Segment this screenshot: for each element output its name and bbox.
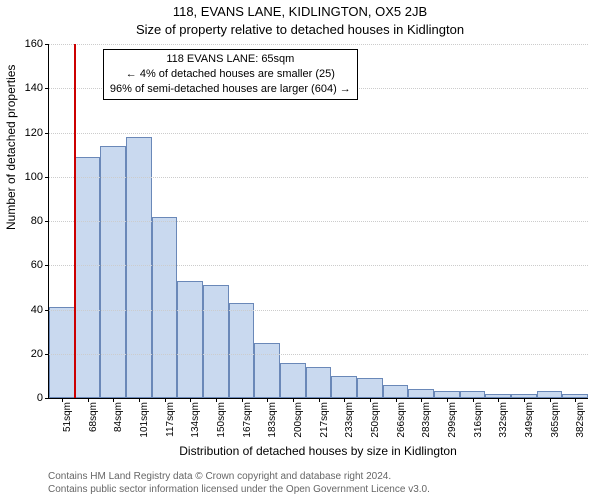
x-tick-label: 365sqm xyxy=(550,402,561,438)
gridline xyxy=(49,177,588,178)
histogram-bar xyxy=(280,363,306,398)
y-tick-mark xyxy=(45,44,49,45)
y-tick-mark xyxy=(45,265,49,266)
x-tick-label: 117sqm xyxy=(165,402,176,437)
y-tick-mark xyxy=(45,398,49,399)
property-size-chart: 118, EVANS LANE, KIDLINGTON, OX5 2JB Siz… xyxy=(0,0,600,500)
x-tick-label: 233sqm xyxy=(344,402,355,438)
y-tick-label: 20 xyxy=(31,348,43,360)
y-tick-mark xyxy=(45,221,49,222)
gridline xyxy=(49,354,588,355)
x-tick-label: 167sqm xyxy=(242,402,253,438)
info-line-3: 96% of semi-detached houses are larger (… xyxy=(110,82,351,97)
y-tick-label: 100 xyxy=(25,171,43,183)
x-tick-label: 200sqm xyxy=(293,402,304,438)
gridline xyxy=(49,310,588,311)
x-axis-label: Distribution of detached houses by size … xyxy=(48,444,588,458)
footer-line-1: Contains HM Land Registry data © Crown c… xyxy=(48,471,588,484)
y-tick-label: 80 xyxy=(31,215,43,227)
x-tick-label: 134sqm xyxy=(190,402,201,438)
y-tick-mark xyxy=(45,133,49,134)
histogram-bar xyxy=(434,391,460,398)
x-tick-label: 150sqm xyxy=(216,402,227,438)
x-tick-label: 283sqm xyxy=(421,402,432,438)
gridline xyxy=(49,133,588,134)
histogram-bar xyxy=(229,303,255,398)
histogram-bar xyxy=(100,146,126,398)
x-tick-label: 250sqm xyxy=(370,402,381,438)
y-tick-label: 60 xyxy=(31,259,43,271)
plot-area: 020406080100120140160 51sqm68sqm84sqm101… xyxy=(48,44,588,399)
y-tick-mark xyxy=(45,354,49,355)
x-tick-label: 299sqm xyxy=(447,402,458,438)
histogram-bar xyxy=(203,285,229,398)
x-tick-label: 68sqm xyxy=(88,402,99,432)
chart-title-address: 118, EVANS LANE, KIDLINGTON, OX5 2JB xyxy=(0,4,600,19)
marker-line xyxy=(74,44,76,398)
attribution-footer: Contains HM Land Registry data © Crown c… xyxy=(48,471,588,496)
x-tick-label: 183sqm xyxy=(267,402,278,438)
y-tick-label: 160 xyxy=(25,38,43,50)
x-tick-label: 382sqm xyxy=(575,402,586,438)
x-tick-label: 84sqm xyxy=(113,402,124,432)
histogram-bar xyxy=(75,157,101,398)
y-tick-label: 140 xyxy=(25,82,43,94)
y-tick-label: 120 xyxy=(25,127,43,139)
y-axis-label: Number of detached properties xyxy=(4,65,18,230)
histogram-bar xyxy=(383,385,409,398)
x-tick-label: 101sqm xyxy=(139,402,150,438)
x-tick-label: 349sqm xyxy=(524,402,535,438)
histogram-bar xyxy=(357,378,383,398)
x-tick-label: 217sqm xyxy=(319,402,330,438)
gridline xyxy=(49,265,588,266)
histogram-bar xyxy=(177,281,203,398)
info-box: 118 EVANS LANE: 65sqm ← 4% of detached h… xyxy=(103,49,358,100)
gridline xyxy=(49,44,588,45)
histogram-bar xyxy=(306,367,332,398)
histogram-bar xyxy=(254,343,280,398)
x-tick-label: 316sqm xyxy=(473,402,484,438)
histogram-bar xyxy=(331,376,357,398)
info-line-2: ← 4% of detached houses are smaller (25) xyxy=(110,67,351,82)
x-tick-label: 266sqm xyxy=(396,402,407,438)
footer-line-2: Contains public sector information licen… xyxy=(48,484,588,497)
info-line-1: 118 EVANS LANE: 65sqm xyxy=(110,52,351,67)
y-tick-label: 0 xyxy=(37,392,43,404)
gridline xyxy=(49,221,588,222)
y-tick-label: 40 xyxy=(31,304,43,316)
y-tick-mark xyxy=(45,310,49,311)
chart-subtitle: Size of property relative to detached ho… xyxy=(0,22,600,37)
x-tick-label: 51sqm xyxy=(62,402,73,432)
y-tick-mark xyxy=(45,88,49,89)
histogram-bar xyxy=(537,391,563,398)
x-tick-label: 332sqm xyxy=(498,402,509,438)
histogram-bar xyxy=(49,307,75,398)
histogram-bar xyxy=(408,389,434,398)
histogram-bar xyxy=(460,391,486,398)
histogram-bar xyxy=(152,217,178,398)
y-tick-mark xyxy=(45,177,49,178)
